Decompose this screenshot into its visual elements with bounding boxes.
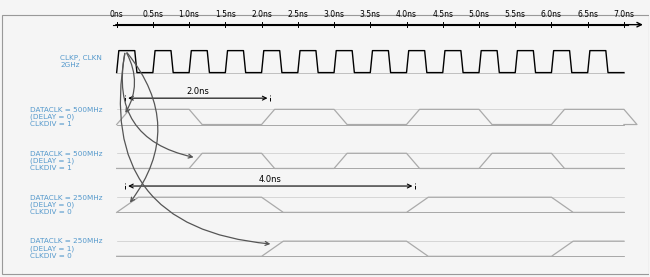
Text: 4.5ns: 4.5ns (432, 11, 453, 19)
Text: 0ns: 0ns (110, 11, 124, 19)
Text: 7.0ns: 7.0ns (614, 11, 634, 19)
Text: DATACLK = 250MHz
(DELAY = 0)
CLKDIV = 0: DATACLK = 250MHz (DELAY = 0) CLKDIV = 0 (30, 194, 102, 215)
Text: 5.0ns: 5.0ns (469, 11, 489, 19)
Text: 2.5ns: 2.5ns (287, 11, 308, 19)
Text: 0.5ns: 0.5ns (142, 11, 163, 19)
Text: 4.0ns: 4.0ns (396, 11, 417, 19)
Text: 3.0ns: 3.0ns (324, 11, 344, 19)
Text: 5.5ns: 5.5ns (505, 11, 526, 19)
Text: 1.0ns: 1.0ns (179, 11, 200, 19)
Text: DATACLK = 500MHz
(DELAY = 0)
CLKDIV = 1: DATACLK = 500MHz (DELAY = 0) CLKDIV = 1 (30, 107, 102, 127)
Text: DATACLK = 500MHz
(DELAY = 1)
CLKDIV = 1: DATACLK = 500MHz (DELAY = 1) CLKDIV = 1 (30, 151, 102, 171)
Text: 6.0ns: 6.0ns (541, 11, 562, 19)
Text: 6.5ns: 6.5ns (577, 11, 598, 19)
Text: DATACLK = 250MHz
(DELAY = 1)
CLKDIV = 0: DATACLK = 250MHz (DELAY = 1) CLKDIV = 0 (30, 238, 102, 259)
Text: 2.0ns: 2.0ns (251, 11, 272, 19)
Text: 1.5ns: 1.5ns (215, 11, 236, 19)
Text: CLKP, CLKN
2GHz: CLKP, CLKN 2GHz (60, 55, 102, 68)
Text: 3.5ns: 3.5ns (360, 11, 381, 19)
Text: 2.0ns: 2.0ns (187, 87, 209, 96)
Text: 4.0ns: 4.0ns (259, 175, 281, 184)
